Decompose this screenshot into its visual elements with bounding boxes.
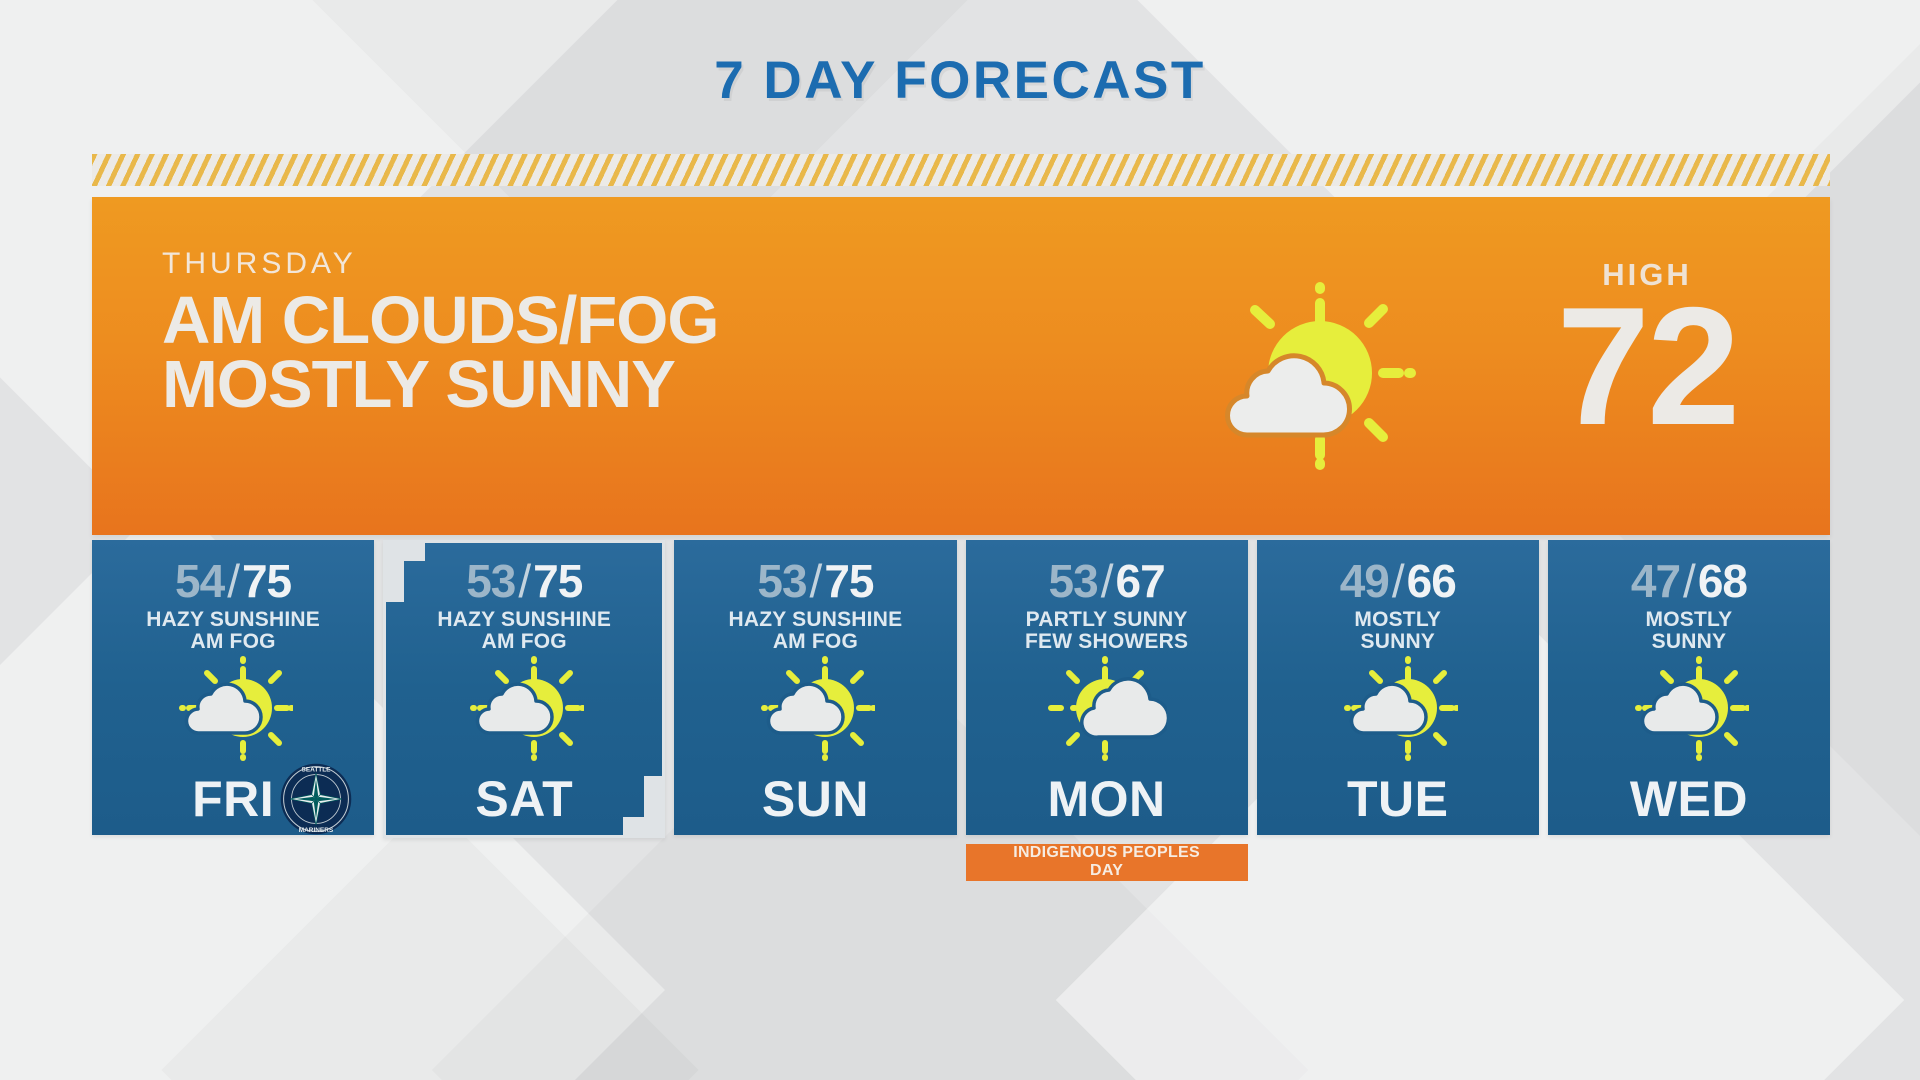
high-temp: 68 <box>1697 555 1748 607</box>
seven-day-row: 54/75 HAZY SUNSHINE AM FOG <box>92 540 1831 881</box>
high-temp: 75 <box>533 555 583 607</box>
high-temp: 66 <box>1406 555 1457 607</box>
forecast-card-sun[interactable]: 53/75 HAZY SUNSHINE AM FOG <box>674 540 957 836</box>
condition-text-mon: PARTLY SUNNY FEW SHOWERS <box>1025 608 1189 654</box>
day-name-sat: SAT <box>475 771 574 828</box>
today-summary: THURSDAY AM CLOUDS/FOG MOSTLY SUNNY <box>162 247 719 422</box>
day-label-row-tue: TUE <box>1257 763 1539 835</box>
forecast-card-sat[interactable]: 53/75 HAZY SUNSHINE AM FOG <box>383 540 666 839</box>
decorative-hatch-strip <box>92 154 1830 186</box>
temp-separator: / <box>1683 555 1696 607</box>
day-column-sun: 53/75 HAZY SUNSHINE AM FOG <box>674 540 957 850</box>
logo-text-top: SEATTLE <box>302 767 332 774</box>
forecast-card-wed[interactable]: 47/68 MOSTLY SUNNY <box>1547 540 1831 836</box>
weather-icon-slot-fri <box>92 653 374 763</box>
sun-behind-cloud-icon <box>1187 277 1417 477</box>
temp-separator: / <box>809 555 823 607</box>
today-forecast-panel: THURSDAY AM CLOUDS/FOG MOSTLY SUNNY HIGH <box>92 197 1830 535</box>
temp-separator: / <box>1391 555 1405 607</box>
day-label-row-wed: WED <box>1548 763 1830 835</box>
temperature-range-sat: 53/75 <box>466 555 583 607</box>
condition-text-sat: HAZY SUNSHINE AM FOG <box>437 608 612 654</box>
condition-text-wed: MOSTLY SUNNY <box>1645 608 1733 654</box>
low-temp: 53 <box>757 555 807 607</box>
low-temp: 47 <box>1630 555 1681 607</box>
day-label-row-mon: MON <box>966 763 1248 835</box>
weather-icon-slot-wed <box>1548 653 1830 763</box>
temperature-range-tue: 49/66 <box>1339 555 1457 607</box>
day-name-mon: MON <box>1047 771 1166 828</box>
temperature-range-mon: 53/67 <box>1048 555 1166 607</box>
badge-spacer <box>92 844 374 850</box>
sun-behind-cloud-icon <box>1634 656 1749 762</box>
logo-text-bottom: MARINERS <box>299 827 334 834</box>
badge-spacer <box>383 847 665 850</box>
weather-icon-slot-sat <box>386 653 662 763</box>
day-name-tue: TUE <box>1347 771 1449 828</box>
weather-icon-slot-sun <box>674 653 956 763</box>
high-temp: 75 <box>824 555 874 607</box>
sun-behind-large-cloud-icon <box>1047 656 1167 762</box>
seattle-mariners-logo: SEATTLE MARINERS <box>280 763 352 835</box>
weather-icon-slot-mon <box>966 653 1248 763</box>
low-temp: 54 <box>175 555 225 607</box>
badge-spacer <box>674 844 956 850</box>
holiday-badge-mon: INDIGENOUS PEOPLES DAY <box>965 844 1248 881</box>
high-temperature-value: 72 <box>1556 272 1741 460</box>
sun-behind-cloud-icon <box>761 656 876 762</box>
low-temp: 53 <box>1048 555 1099 607</box>
condition-text-fri: HAZY SUNSHINE AM FOG <box>146 608 320 654</box>
today-day-label: THURSDAY <box>162 247 357 280</box>
day-column-fri: 54/75 HAZY SUNSHINE AM FOG <box>92 540 375 850</box>
badge-spacer <box>1548 844 1830 850</box>
day-column-sat: 53/75 HAZY SUNSHINE AM FOG <box>383 540 666 850</box>
day-name-fri: FRI <box>192 771 275 828</box>
temperature-range-sun: 53/75 <box>757 555 874 607</box>
low-temp: 53 <box>466 555 516 607</box>
forecast-card-tue[interactable]: 49/66 MOSTLY SUNNY <box>1256 540 1539 836</box>
temp-separator: / <box>518 555 531 607</box>
corner-notch-bottom-right-v <box>644 776 666 839</box>
temp-separator: / <box>227 555 240 607</box>
high-label: HIGH <box>1602 257 1692 292</box>
today-condition-text: AM CLOUDS/FOG MOSTLY SUNNY <box>162 283 719 422</box>
high-temp: 75 <box>241 555 292 607</box>
temperature-range-wed: 47/68 <box>1630 555 1748 607</box>
day-column-mon: 53/67 PARTLY SUNNY FEW SHOWERS <box>965 540 1248 881</box>
temp-separator: / <box>1100 555 1114 607</box>
forecast-card-fri[interactable]: 54/75 HAZY SUNSHINE AM FOG <box>92 540 375 836</box>
day-label-row-fri: FRI <box>92 763 374 835</box>
corner-notch-top-left-v <box>383 540 405 602</box>
high-temp: 67 <box>1115 555 1165 607</box>
badge-spacer <box>1257 844 1539 850</box>
day-name-wed: WED <box>1629 771 1749 828</box>
low-temp: 49 <box>1339 555 1390 607</box>
condition-text-sun: HAZY SUNSHINE AM FOG <box>728 608 903 654</box>
page-title: 7 DAY FORECAST <box>0 50 1920 111</box>
day-column-tue: 49/66 MOSTLY SUNNY <box>1256 540 1539 850</box>
page-title-text: 7 DAY FORECAST <box>714 51 1206 110</box>
day-column-wed: 47/68 MOSTLY SUNNY <box>1547 540 1831 850</box>
condition-text-tue: MOSTLY SUNNY <box>1354 608 1442 654</box>
day-label-row-sat: SAT <box>386 763 662 835</box>
day-name-sun: SUN <box>761 771 869 828</box>
forecast-card-mon[interactable]: 53/67 PARTLY SUNNY FEW SHOWERS <box>965 540 1248 836</box>
today-high-block: HIGH 72 <box>1482 227 1812 460</box>
weather-icon-slot-tue <box>1257 653 1539 763</box>
day-label-row-sun: SUN <box>674 763 956 835</box>
temperature-range-fri: 54/75 <box>175 555 292 607</box>
sun-behind-cloud-icon <box>1343 656 1458 762</box>
sun-behind-cloud-icon <box>470 656 585 762</box>
sun-behind-cloud-icon <box>179 656 294 762</box>
